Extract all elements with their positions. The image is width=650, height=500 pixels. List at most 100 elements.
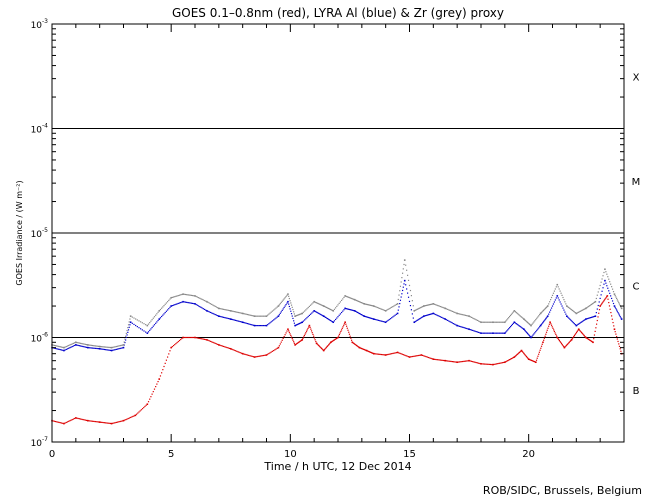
y-tick-label: 10-5 <box>31 227 49 240</box>
trace-dot <box>312 302 314 304</box>
trace-dot <box>76 417 78 419</box>
trace-dot <box>494 321 496 323</box>
data-point <box>577 328 580 331</box>
trace-dot <box>400 296 402 298</box>
trace-dot <box>570 309 573 311</box>
trace-dot <box>345 308 347 310</box>
trace-dot <box>521 327 523 329</box>
trace-dot <box>324 348 326 350</box>
trace-dot <box>370 317 372 319</box>
trace-dot <box>72 342 75 344</box>
trace-dot <box>407 279 410 282</box>
trace-dot <box>59 422 61 424</box>
trace-dot <box>211 312 213 314</box>
trace-dot <box>356 300 359 302</box>
trace-dot <box>342 326 344 328</box>
trace-dot <box>413 355 415 357</box>
trace-dot <box>552 303 555 305</box>
trace-dot <box>549 309 552 311</box>
trace-dot <box>554 332 556 334</box>
trace-dot <box>547 327 549 329</box>
trace-dot <box>408 284 411 287</box>
data-point <box>344 321 346 324</box>
trace-dot <box>482 321 484 323</box>
trace-dot <box>575 332 577 335</box>
trace-dot <box>531 360 533 362</box>
trace-dot <box>258 315 260 317</box>
trace-dot <box>306 317 308 319</box>
trace-dot <box>508 328 510 330</box>
trace-dot <box>587 317 589 320</box>
trace-dot <box>162 314 164 316</box>
trace-dot <box>149 398 151 400</box>
trace-dot <box>293 311 295 313</box>
trace-dot <box>568 306 570 309</box>
trace-dot <box>560 342 563 345</box>
data-point <box>170 296 172 299</box>
trace-dot <box>228 318 231 320</box>
trace-dot <box>268 352 270 355</box>
trace-dot <box>166 356 169 358</box>
trace-dot <box>129 318 131 320</box>
trace-dot <box>355 299 358 302</box>
trace-dot <box>529 359 531 361</box>
trace-dot <box>351 297 353 300</box>
trace-dot <box>120 344 122 347</box>
trace-dot <box>178 339 181 342</box>
trace-dot <box>452 361 455 363</box>
trace-dot <box>223 345 225 348</box>
trace-dot <box>433 303 436 305</box>
trace-dot <box>612 302 615 305</box>
trace-dot <box>452 311 455 313</box>
trace-dot <box>316 311 318 314</box>
trace-dot <box>616 299 618 301</box>
trace-dot <box>362 302 364 305</box>
x-axis-label: Time / h UTC, 12 Dec 2014 <box>263 460 411 473</box>
trace-dot <box>460 361 462 363</box>
trace-dot <box>292 339 294 341</box>
trace-dot <box>595 327 597 329</box>
trace-dot <box>274 308 276 310</box>
trace-dot <box>461 313 463 316</box>
trace-dot <box>512 356 515 359</box>
trace-dot <box>523 352 525 354</box>
trace-dot <box>262 355 264 357</box>
trace-dot <box>487 363 489 365</box>
trace-dot <box>69 347 71 349</box>
trace-dot <box>517 324 519 326</box>
trace-dot <box>359 347 361 349</box>
trace-dot <box>127 327 129 329</box>
trace-dot <box>463 314 465 316</box>
trace-dot <box>394 314 396 316</box>
trace-dot <box>140 328 142 330</box>
trace-dot <box>164 311 166 314</box>
trace-dot <box>416 355 418 357</box>
trace-dot <box>550 307 553 309</box>
trace-dot <box>214 313 216 316</box>
trace-dot <box>425 356 427 358</box>
trace-dot <box>569 307 571 309</box>
trace-dot <box>64 422 66 424</box>
trace-dot <box>414 321 416 323</box>
trace-dot <box>155 322 157 324</box>
trace-dot <box>335 338 337 340</box>
trace-dot <box>439 316 442 318</box>
trace-dot <box>473 317 475 320</box>
trace-dot <box>190 294 193 296</box>
trace-dot <box>304 333 306 335</box>
trace-dot <box>112 422 114 424</box>
trace-dot <box>554 299 556 301</box>
trace-dot <box>558 338 560 341</box>
trace-dot <box>203 308 206 311</box>
data-point <box>530 336 532 339</box>
trace-dot <box>600 281 602 283</box>
trace-dot <box>132 415 134 417</box>
trace-dot <box>314 301 316 303</box>
trace-dot <box>203 299 206 302</box>
trace-dot <box>570 320 573 322</box>
trace-dot <box>588 338 590 341</box>
trace-dot <box>108 346 110 349</box>
trace-dot <box>598 309 601 311</box>
trace-dot <box>524 354 526 356</box>
trace-dot <box>143 323 145 325</box>
